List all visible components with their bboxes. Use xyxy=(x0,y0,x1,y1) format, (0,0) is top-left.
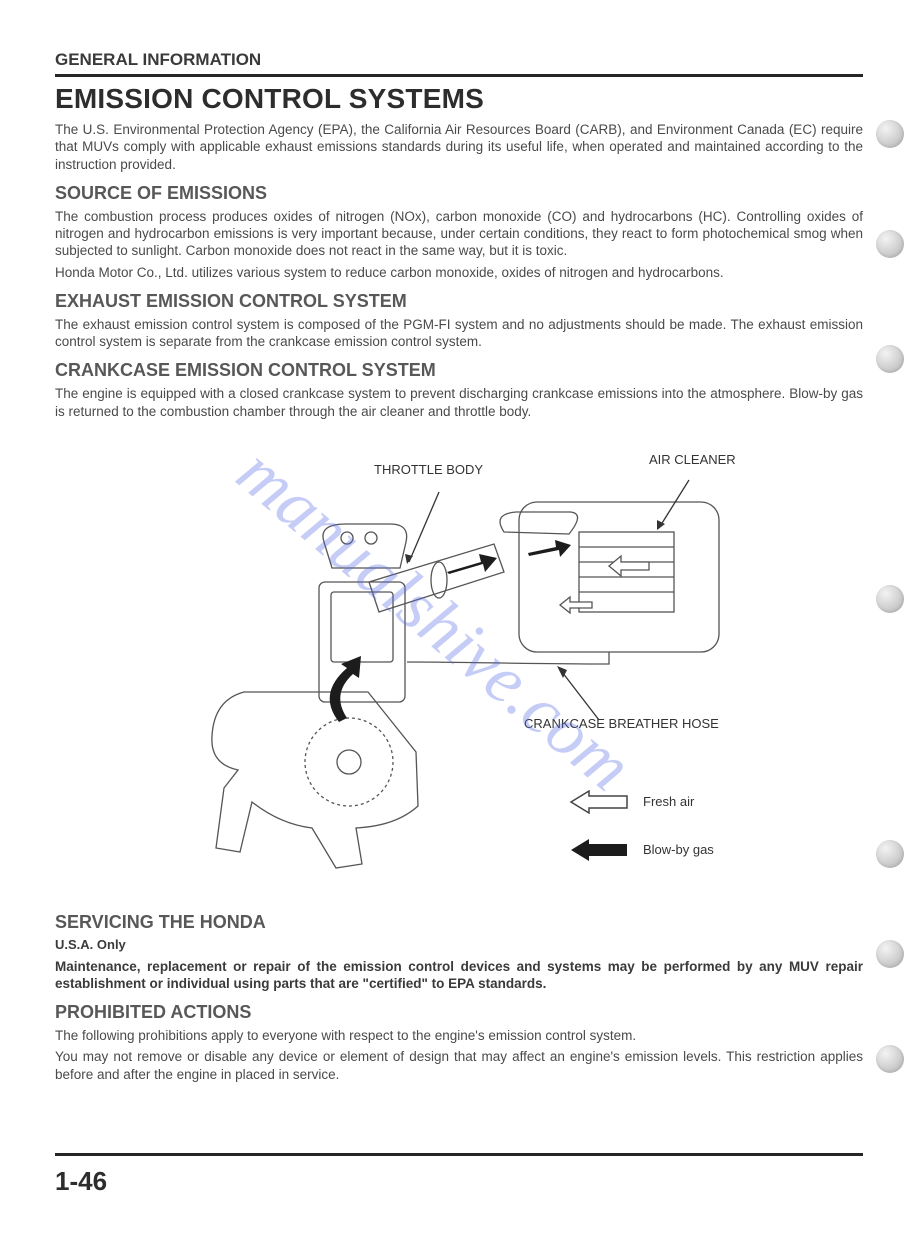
servicing-sub: U.S.A. Only xyxy=(55,937,863,954)
binder-punch-hole xyxy=(876,1045,904,1073)
servicing-p1: Maintenance, replacement or repair of th… xyxy=(55,958,863,993)
heading-servicing: SERVICING THE HONDA xyxy=(55,912,863,933)
engine-diagram: THROTTLE BODY AIR CLEANER CRANKCASE BREA… xyxy=(149,432,769,902)
rule-bottom xyxy=(55,1153,863,1156)
manual-page: GENERAL INFORMATION EMISSION CONTROL SYS… xyxy=(0,0,918,1237)
label-air-cleaner: AIR CLEANER xyxy=(649,452,736,467)
binder-punch-hole xyxy=(876,585,904,613)
binder-punch-hole xyxy=(876,120,904,148)
label-throttle-body: THROTTLE BODY xyxy=(374,462,483,477)
label-breather-hose: CRANKCASE BREATHER HOSE xyxy=(524,716,719,731)
engine-svg xyxy=(149,432,769,902)
heading-crankcase: CRANKCASE EMISSION CONTROL SYSTEM xyxy=(55,360,863,381)
source-p2: Honda Motor Co., Ltd. utilizes various s… xyxy=(55,264,863,281)
legend-fresh-label: Fresh air xyxy=(643,794,694,809)
prohibited-p1: The following prohibitions apply to ever… xyxy=(55,1027,863,1044)
page-title: EMISSION CONTROL SYSTEMS xyxy=(55,83,863,115)
section-header: GENERAL INFORMATION xyxy=(55,50,863,70)
heading-exhaust: EXHAUST EMISSION CONTROL SYSTEM xyxy=(55,291,863,312)
arrow-outline-icon xyxy=(569,790,629,814)
heading-prohibited: PROHIBITED ACTIONS xyxy=(55,1002,863,1023)
exhaust-p1: The exhaust emission control system is c… xyxy=(55,316,863,351)
page-footer: 1-46 xyxy=(55,1153,863,1197)
legend-fresh-air: Fresh air xyxy=(569,790,694,814)
page-number: 1-46 xyxy=(55,1166,863,1197)
binder-punch-hole xyxy=(876,230,904,258)
binder-punch-hole xyxy=(876,940,904,968)
prohibited-p2: You may not remove or disable any device… xyxy=(55,1048,863,1083)
diagram-container: THROTTLE BODY AIR CLEANER CRANKCASE BREA… xyxy=(55,432,863,902)
binder-punch-hole xyxy=(876,840,904,868)
crankcase-p1: The engine is equipped with a closed cra… xyxy=(55,385,863,420)
legend-blowby-label: Blow-by gas xyxy=(643,842,714,857)
intro-paragraph: The U.S. Environmental Protection Agency… xyxy=(55,121,863,173)
arrow-solid-icon xyxy=(569,838,629,862)
source-p1: The combustion process produces oxides o… xyxy=(55,208,863,260)
legend-blowby: Blow-by gas xyxy=(569,838,714,862)
binder-punch-hole xyxy=(876,345,904,373)
rule-top xyxy=(55,74,863,77)
heading-source: SOURCE OF EMISSIONS xyxy=(55,183,863,204)
